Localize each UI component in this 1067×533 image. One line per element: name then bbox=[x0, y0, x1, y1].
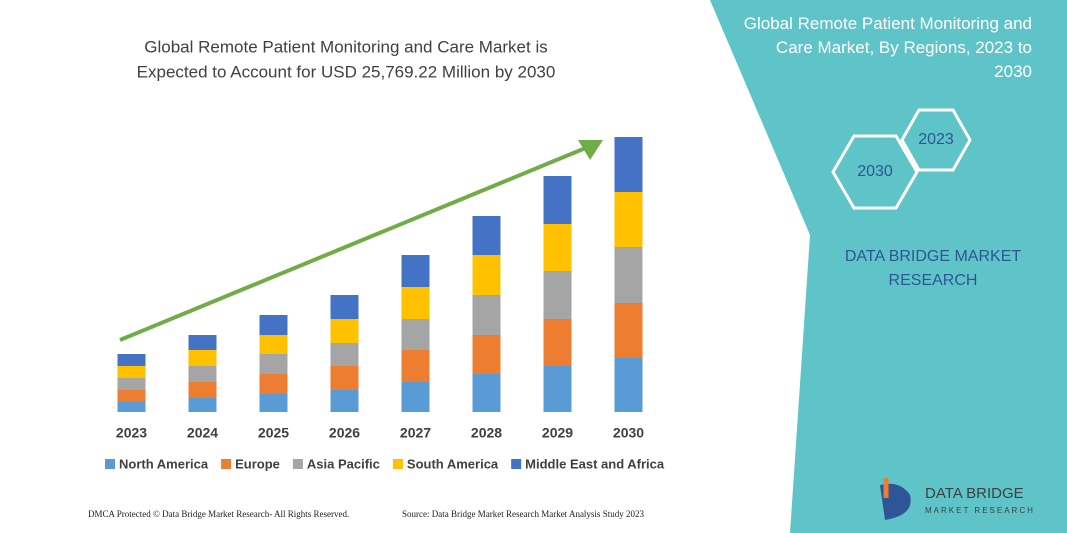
bar-segment bbox=[543, 271, 572, 319]
legend-swatch bbox=[292, 459, 303, 469]
x-tick-label: 2028 bbox=[471, 425, 502, 441]
bar-segment bbox=[188, 335, 217, 350]
bar-segment bbox=[330, 390, 359, 412]
x-tick-label: 2030 bbox=[613, 425, 644, 441]
bar-segment bbox=[330, 319, 359, 343]
bar-segment bbox=[543, 319, 572, 366]
x-tick-label: 2029 bbox=[542, 425, 573, 441]
bar-segment bbox=[117, 402, 146, 412]
bar-segment bbox=[614, 358, 643, 412]
legend-label: North America bbox=[119, 456, 209, 471]
bar-segment bbox=[472, 216, 501, 255]
hexagon bbox=[831, 134, 919, 210]
bar-segment bbox=[472, 335, 501, 374]
bar-segment bbox=[117, 378, 146, 390]
bar-segment bbox=[188, 398, 217, 412]
bar-segment bbox=[259, 354, 288, 374]
chart-title: Expected to Account for USD 25,769.22 Mi… bbox=[137, 62, 556, 81]
legend-swatch bbox=[221, 459, 232, 469]
bar-segment bbox=[472, 255, 501, 295]
x-tick-label: 2024 bbox=[187, 425, 218, 441]
bar-segment bbox=[330, 295, 359, 319]
bar-segment bbox=[330, 343, 359, 366]
bar-segment bbox=[472, 295, 501, 335]
legend-swatch bbox=[105, 459, 115, 469]
bar-segment bbox=[401, 350, 430, 382]
bar-segment bbox=[401, 382, 430, 412]
bar-segment bbox=[543, 366, 572, 412]
bar-segment bbox=[543, 176, 572, 224]
chart-title: Global Remote Patient Monitoring and Car… bbox=[144, 37, 547, 56]
bar-segment bbox=[330, 366, 359, 390]
bar-segment bbox=[117, 390, 146, 402]
hexagon-label: 2030 bbox=[857, 163, 893, 180]
logo-name: DATA BRIDGE bbox=[925, 485, 1024, 502]
x-tick-label: 2023 bbox=[116, 425, 147, 441]
panel-title: Global Remote Patient Monitoring and Car… bbox=[743, 14, 1032, 81]
footer-left: DMCA Protected © Data Bridge Market Rese… bbox=[88, 509, 349, 519]
arrow-head bbox=[578, 140, 603, 160]
footer-right: Source: Data Bridge Market Research Mark… bbox=[402, 509, 644, 519]
legend-label: Middle East and Africa bbox=[525, 456, 665, 471]
bar-segment bbox=[614, 247, 643, 303]
bar-segment bbox=[472, 374, 501, 412]
x-tick-label: 2026 bbox=[329, 425, 360, 441]
bar-segment bbox=[259, 335, 288, 354]
bar-segment bbox=[117, 366, 146, 378]
bar-segment bbox=[188, 382, 217, 398]
brand: DATA BRIDGE MARKET RESEARCH bbox=[845, 248, 1022, 289]
bar-segment bbox=[401, 255, 430, 287]
hexagon bbox=[900, 108, 972, 172]
x-tick-label: 2025 bbox=[258, 425, 289, 441]
bar-segment bbox=[259, 374, 288, 394]
bar-segment bbox=[543, 224, 572, 271]
legend-label: Asia Pacific bbox=[307, 456, 380, 471]
trend-arrow bbox=[119, 145, 589, 342]
bar-segment bbox=[117, 354, 146, 366]
bar-segment bbox=[259, 315, 288, 335]
legend-label: South America bbox=[407, 456, 499, 471]
logo-tagline: MARKET RESEARCH bbox=[925, 506, 1035, 515]
legend-swatch bbox=[511, 459, 522, 469]
bar-segment bbox=[614, 137, 643, 192]
legend-swatch bbox=[392, 459, 403, 469]
bar-segment bbox=[614, 303, 643, 358]
side-panel bbox=[710, 0, 1067, 533]
bar-segment bbox=[188, 350, 217, 366]
hexagon-label: 2023 bbox=[918, 131, 954, 148]
legend-label: Europe bbox=[235, 456, 280, 471]
bar-segment bbox=[188, 366, 217, 382]
bar-segment bbox=[614, 192, 643, 247]
bar-segment bbox=[401, 287, 430, 319]
x-tick-label: 2027 bbox=[400, 425, 431, 441]
bar-segment bbox=[259, 394, 288, 412]
bar-segment bbox=[401, 319, 430, 350]
